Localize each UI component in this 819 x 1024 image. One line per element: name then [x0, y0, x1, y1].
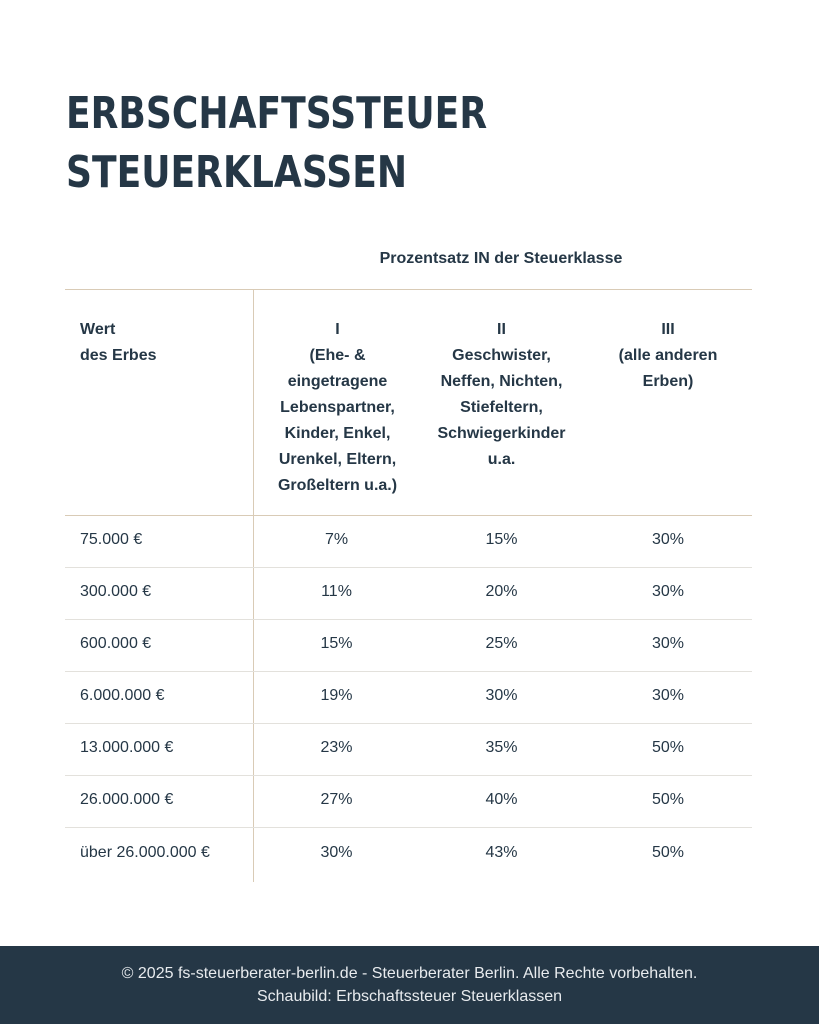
header-class-1: I (Ehe- & eingetragene Lebenspartner, Ki…	[277, 321, 398, 494]
cell-value: 600.000 €	[65, 620, 254, 671]
cell-class-3: 50%	[651, 738, 685, 756]
table-header-row: Wert des Erbes I (Ehe- & eingetragene Le…	[65, 290, 752, 516]
footer-copyright: © 2025 fs-steuerberater-berlin.de - Steu…	[121, 965, 698, 982]
cell-value: über 26.000.000 €	[65, 828, 254, 882]
page-title-line-2: STEUERKLASSEN	[66, 147, 408, 198]
tax-class-table: Prozentsatz IN der Steuerklasse Wert des…	[65, 228, 752, 882]
cell-value: 26.000.000 €	[65, 776, 254, 827]
cell-value: 300.000 €	[65, 568, 254, 619]
table-super-header: Prozentsatz IN der Steuerklasse	[65, 228, 752, 290]
table-row: 6.000.000 € 19% 30% 30%	[65, 672, 752, 724]
footer-caption: Schaubild: Erbschaftssteuer Steuerklasse…	[256, 988, 563, 1005]
cell-value: 6.000.000 €	[65, 672, 254, 723]
cell-class-3: 30%	[651, 530, 685, 548]
cell-class-1: 7%	[324, 530, 349, 548]
table-row: 26.000.000 € 27% 40% 50%	[65, 776, 752, 828]
cell-class-1: 27%	[320, 790, 353, 808]
table-row: 600.000 € 15% 25% 30%	[65, 620, 752, 672]
cell-class-2: 25%	[485, 634, 518, 652]
cell-class-3: 30%	[651, 582, 685, 600]
cell-value: 13.000.000 €	[65, 724, 254, 775]
cell-class-2: 40%	[485, 790, 518, 808]
cell-class-3: 50%	[651, 844, 685, 861]
cell-class-2: 30%	[485, 686, 518, 704]
table-row: 300.000 € 11% 20% 30%	[65, 568, 752, 620]
table-row: 75.000 € 7% 15% 30%	[65, 516, 752, 568]
cell-class-3: 50%	[651, 790, 685, 808]
footer: © 2025 fs-steuerberater-berlin.de - Steu…	[0, 946, 819, 1024]
cell-class-1: 19%	[320, 686, 353, 704]
header-class-3: III (alle anderen Erben)	[618, 321, 718, 390]
cell-class-2: 43%	[485, 844, 518, 861]
table-row: 13.000.000 € 23% 35% 50%	[65, 724, 752, 776]
page-title-line-1: ERBSCHAFTSSTEUER	[66, 88, 488, 139]
cell-value: 75.000 €	[65, 516, 254, 567]
cell-class-2: 35%	[485, 738, 518, 756]
super-header-label: Prozentsatz IN der Steuerklasse	[379, 249, 623, 267]
page-title: ERBSCHAFTSSTEUER STEUERKLASSEN	[66, 84, 487, 202]
header-class-2: II Geschwister, Neffen, Nichten, Stiefel…	[437, 321, 566, 468]
table-row: über 26.000.000 € 30% 43% 50%	[65, 828, 752, 882]
cell-class-3: 30%	[651, 686, 685, 704]
cell-class-1: 11%	[321, 582, 352, 600]
cell-class-3: 30%	[651, 634, 685, 652]
cell-class-1: 15%	[320, 634, 353, 652]
header-value-of-inheritance: Wert des Erbes	[65, 290, 254, 515]
cell-class-1: 30%	[320, 844, 353, 861]
cell-class-1: 23%	[320, 738, 353, 756]
cell-class-2: 20%	[485, 582, 518, 600]
cell-class-2: 15%	[485, 530, 518, 548]
